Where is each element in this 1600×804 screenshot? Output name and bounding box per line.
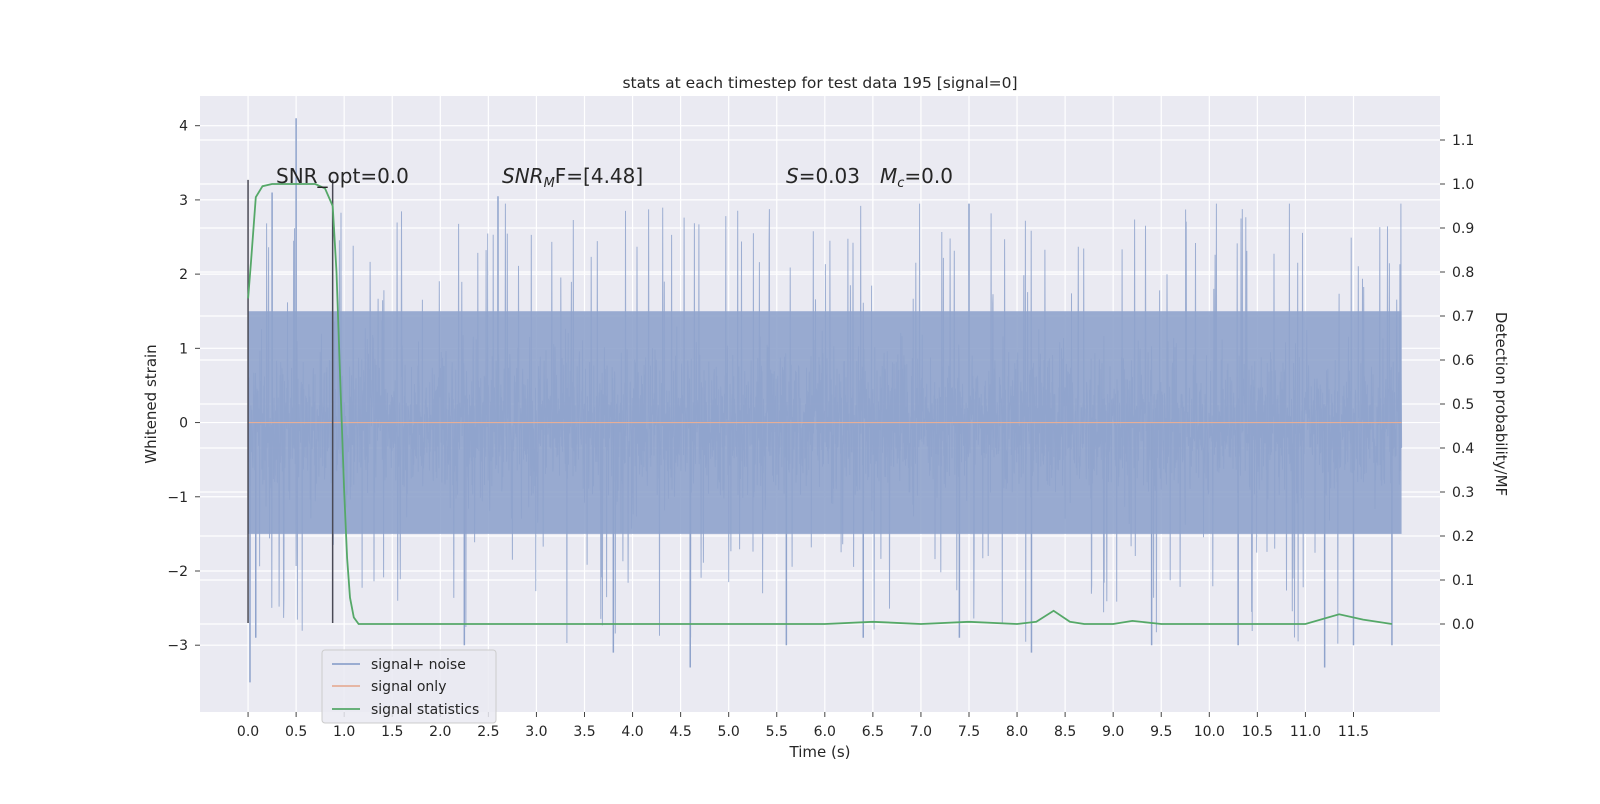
chart-title: stats at each timestep for test data 195… [622,74,1017,92]
y2-tick-label: 0.4 [1452,441,1474,457]
x-axis-label: Time (s) [789,743,851,761]
y2-tick-label: 0.1 [1452,573,1474,589]
legend-label-noise: signal+ noise [371,657,466,673]
legend-label-stats: signal statistics [371,702,479,718]
x-tick-label: 3.5 [573,724,595,740]
y-tick-label: −1 [167,490,188,506]
x-tick-label: 5.5 [766,724,788,740]
mc-main: M [880,164,897,188]
x-tick-label: 8.5 [1054,724,1076,740]
mc-sub: c [897,176,904,191]
y-tick-label: −3 [167,638,188,654]
x-tick-label: 1.5 [381,724,403,740]
snr-mf-annotation: SNRMF=[4.48] [502,164,643,191]
y2-tick-label: 0.6 [1452,353,1474,369]
y2-tick-label: 0.7 [1452,309,1474,325]
snr-mf-main: SNR [502,164,544,188]
y2-tick-label: 0.2 [1452,529,1474,545]
x-tick-label: 7.0 [910,724,932,740]
signal-statistics-series [247,183,1393,625]
y2-tick-label: 0.8 [1452,265,1474,281]
x-tick-label: 3.0 [525,724,547,740]
y2-tick-label: 0.9 [1452,221,1474,237]
y-tick-label: 3 [179,193,188,209]
x-tick-label: 10.5 [1242,724,1273,740]
x-tick-label: 0.5 [285,724,307,740]
x-tick-label: 6.5 [862,724,884,740]
y2-axis-label: Detection probability/MF [1492,312,1510,496]
event-markers [247,179,334,623]
x-tick-label: 0.0 [237,724,259,740]
y-tick-label: −2 [167,564,188,580]
x-tick-label: 2.5 [477,724,499,740]
y-tick-label: 4 [179,119,188,135]
x-tick-label: 7.5 [958,724,980,740]
x-tick-label: 1.0 [333,724,355,740]
y2-tick-label: 0.3 [1452,485,1474,501]
mc-rest: =0.0 [904,164,953,188]
y2-tick-label: 0.0 [1452,617,1474,633]
x-tick-label: 11.0 [1290,724,1321,740]
legend: signal+ noise signal only signal statist… [321,649,497,724]
s-main: S [786,164,799,188]
snr-mf-rest: F=[4.48] [555,164,643,188]
x-tick-label: 9.0 [1102,724,1124,740]
y-tick-label: 0 [179,416,188,432]
x-tick-label: 4.5 [669,724,691,740]
axes: 0.0 0.5 1.0 1.5 2.0 2.5 3.0 3.5 4.0 4.5 5.0 5.5 6.0 6… [167,119,1474,740]
legend-box [321,649,497,724]
x-tick-label: 6.0 [814,724,836,740]
snr-opt-annotation: SNR_opt=0.0 [276,164,409,188]
x-tick-label: 2.0 [429,724,451,740]
x-tick-label: 4.0 [621,724,643,740]
x-tick-label: 11.5 [1338,724,1369,740]
legend-label-signal: signal only [371,679,446,695]
y-tick-label: 2 [179,267,188,283]
y2-tick-label: 0.5 [1452,397,1474,413]
snr-mf-sub: M [544,176,555,191]
signal-statistics-line [247,183,1393,625]
y-tick-label: 1 [179,341,188,357]
s-annotation: S=0.03 [786,164,860,188]
s-rest: =0.03 [799,164,860,188]
x-tick-label: 9.5 [1150,724,1172,740]
x-tick-label: 10.0 [1194,724,1225,740]
y2-tick-label: 1.1 [1452,133,1474,149]
x-tick-label: 8.0 [1006,724,1028,740]
mc-annotation: Mc=0.0 [880,164,953,191]
x-tick-label: 5.0 [718,724,740,740]
y2-tick-label: 1.0 [1452,177,1474,193]
y-axis-label: Whitened strain [142,344,160,463]
